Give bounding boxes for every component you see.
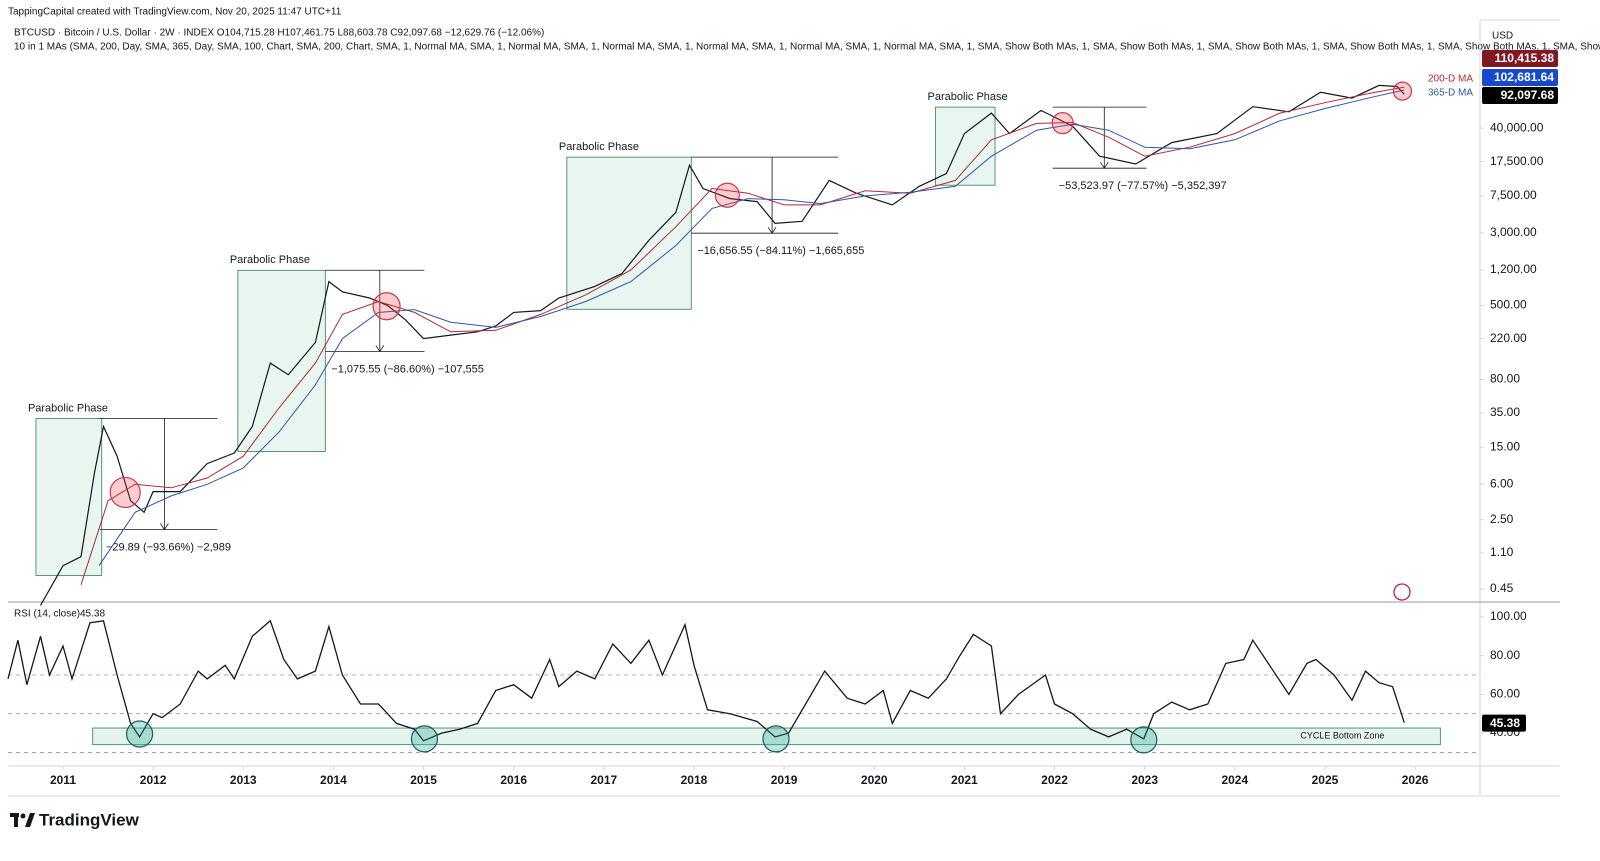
zone-label: Parabolic Phase	[230, 254, 310, 266]
y-tick-label: 220.00	[1490, 331, 1527, 345]
x-tick-label: 2013	[230, 773, 257, 787]
y-tick-label: 60.00	[1490, 687, 1520, 701]
y-tick-label: 35.00	[1490, 405, 1520, 419]
price-badge-label: 92,097.68	[1501, 88, 1555, 102]
y-tick-label: 100.00	[1490, 609, 1527, 623]
price-badge	[1482, 69, 1558, 86]
rsi-badge	[1482, 714, 1526, 732]
cycle-bottom-zone	[92, 727, 1441, 746]
drawdown-label: −1,075.55 (−86.60%) −107,555	[331, 363, 484, 375]
zone-label: Parabolic Phase	[28, 402, 108, 414]
x-tick-label: 2023	[1131, 773, 1158, 787]
x-tick-label: 2011	[50, 773, 76, 787]
footer-brand: TradingView	[39, 810, 140, 829]
logo-part	[14, 813, 18, 827]
y-tick-label: 0.45	[1490, 581, 1514, 595]
alert-icon	[1393, 583, 1411, 601]
legend-label: 200-D MA	[1428, 74, 1473, 85]
price-badge-label: 102,681.64	[1494, 70, 1554, 84]
y-tick-label: 1.10	[1490, 545, 1514, 559]
y-tick-label: 6.00	[1490, 476, 1514, 490]
x-tick-label: 2022	[1041, 773, 1068, 787]
logo-part	[25, 813, 35, 827]
rsi-badge-label: 45.38	[1490, 716, 1520, 730]
moving-average	[98, 89, 1405, 566]
rsi-current: 45.38	[80, 609, 105, 620]
x-tick-label: 2014	[320, 773, 347, 787]
x-tick-label: 2020	[861, 773, 888, 787]
drawdown-label: −53,523.97 (−77.57%) −5,352,397	[1059, 180, 1227, 192]
arrow-head	[160, 523, 169, 531]
x-tick-label: 2016	[500, 773, 527, 787]
highlight-circle	[109, 476, 141, 509]
bottom-circle	[762, 725, 790, 753]
y-tick-label: 1,200.00	[1490, 262, 1537, 276]
highlight-circle	[1392, 81, 1413, 101]
highlight-circle	[1051, 112, 1074, 135]
x-tick-label: 2026	[1402, 773, 1429, 787]
zone-label: Parabolic Phase	[928, 91, 1008, 103]
logo-part	[20, 813, 26, 819]
arrow-head	[1099, 161, 1109, 169]
y-tick-label: 15.00	[1490, 439, 1520, 453]
parabolic-zone	[566, 156, 692, 310]
highlight-circle	[714, 182, 740, 208]
drawdown-label: −16,656.55 (−84.11%) −1,665,655	[697, 245, 864, 257]
bottom-circle	[1130, 726, 1158, 754]
price-line	[39, 84, 1405, 606]
y-tick-label: 2.50	[1490, 512, 1514, 526]
indicator-line: 10 in 1 MAs (SMA, 200, Day, SMA, 365, Da…	[14, 42, 1600, 53]
credit: TappingCapital created with TradingView.…	[8, 7, 342, 18]
bottom-circle	[410, 725, 439, 753]
y-tick-label: 80.00	[1490, 372, 1520, 386]
x-tick-label: 2024	[1221, 773, 1248, 787]
rsi-line	[7, 619, 1405, 742]
y-tick-label: 40,000.00	[1490, 120, 1544, 134]
drawdown-label: −29.89 (−93.66%) −2,989	[106, 541, 231, 553]
price-badge	[1482, 50, 1558, 67]
bottom-circle	[126, 720, 154, 748]
legend-label: 365-D MA	[1428, 88, 1473, 99]
x-tick-label: 2025	[1312, 773, 1339, 787]
zone-label: Parabolic Phase	[559, 141, 639, 153]
y-tick-label: 80.00	[1490, 648, 1520, 662]
price-badge-label: 110,415.38	[1495, 51, 1555, 65]
x-tick-label: 2021	[951, 773, 978, 787]
y-tick-label: 17,500.00	[1490, 154, 1544, 168]
symbol-line: BTCUSD · Bitcoin / U.S. Dollar · 2W · IN…	[14, 28, 544, 39]
rsi-title: RSI (14, close)	[14, 609, 80, 620]
x-tick-label: 2017	[590, 773, 617, 787]
y-tick-label: 3,000.00	[1490, 225, 1537, 239]
parabolic-zone	[237, 269, 326, 452]
y-tick-label: 500.00	[1490, 298, 1527, 312]
zone-label: CYCLE Bottom Zone	[1300, 731, 1384, 741]
x-tick-label: 2018	[681, 773, 708, 787]
arrow-head	[375, 345, 385, 353]
tradingview-logo	[10, 813, 35, 827]
currency: USD	[1492, 31, 1513, 42]
x-tick-label: 2015	[410, 773, 437, 787]
x-tick-label: 2012	[140, 773, 167, 787]
moving-average	[80, 86, 1405, 585]
x-tick-label: 2019	[771, 773, 798, 787]
y-tick-label: 7,500.00	[1490, 188, 1537, 202]
arrow-head	[767, 226, 777, 234]
highlight-circle	[372, 292, 401, 321]
price-badge	[1482, 87, 1558, 104]
